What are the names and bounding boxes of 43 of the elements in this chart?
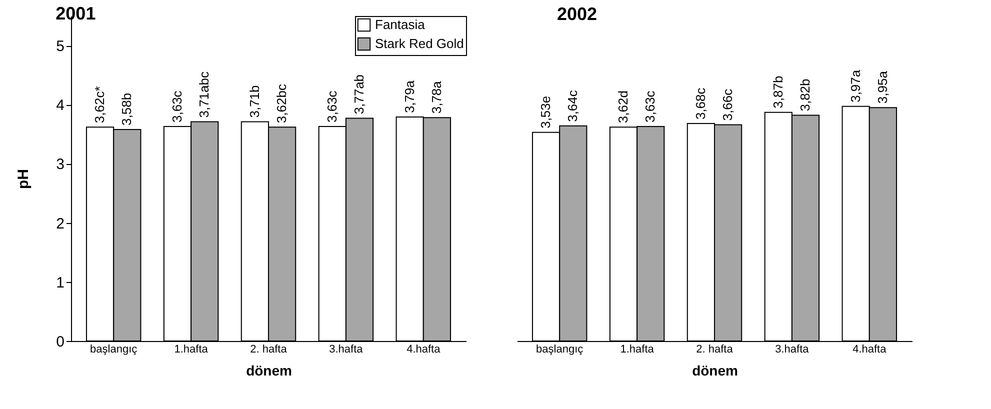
data-label: 3,63c: [324, 90, 340, 122]
data-label: 3,82b: [798, 78, 813, 112]
chart-title: 2001: [56, 4, 96, 24]
x-tick-label: başlangıç: [536, 344, 584, 356]
data-label: 3,79a: [402, 80, 417, 114]
data-label: 3,63c: [642, 90, 658, 122]
y-tick-label: 4: [56, 97, 64, 114]
x-tick-label: 1.hafta: [174, 344, 209, 356]
data-label: 3,66c: [720, 88, 736, 121]
data-label: 3,78a: [428, 80, 444, 114]
data-label: 3,62d: [615, 90, 630, 124]
x-axis-title: dönem: [692, 362, 738, 378]
x-tick-label: 4.hafta: [406, 344, 442, 356]
legend-label: Fantasia: [375, 17, 426, 32]
x-tick-label: başlangıç: [90, 344, 138, 356]
x-tick-label: 2. hafta: [250, 344, 288, 356]
x-tick-label: 4.hafta: [852, 344, 888, 356]
chart-title: 2002: [557, 4, 598, 24]
data-label: 3,77ab: [352, 74, 367, 114]
data-label: 3,71abc: [196, 71, 212, 118]
x-tick-label: 1.hafta: [620, 344, 655, 356]
data-label: 3,71b: [246, 85, 262, 118]
data-label: 3,97a: [848, 69, 863, 102]
data-label: 3,64c: [565, 90, 580, 122]
data-label: 3,87b: [770, 76, 786, 108]
x-tick-label: 3.hafta: [329, 344, 364, 356]
y-axis-title: pH: [15, 169, 32, 189]
y-tick-label: 0: [56, 334, 64, 350]
data-label: 3,62c*: [92, 86, 108, 124]
data-label: 3,95a: [874, 70, 890, 104]
y-tick-label: 3: [56, 156, 64, 174]
x-axis-title: dönem: [246, 362, 292, 378]
data-label: 3,62bc: [274, 84, 290, 124]
data-label: 3,68c: [692, 87, 708, 120]
x-tick-label: 3.hafta: [775, 344, 810, 356]
y-tick-label: 5: [56, 38, 64, 56]
y-tick-label: 1: [56, 274, 64, 292]
y-tick-label: 2: [56, 215, 64, 232]
data-label: 3,53e: [538, 96, 554, 128]
data-label: 3,63c: [169, 90, 184, 122]
data-label: 3,58b: [119, 92, 134, 126]
legend-label: Stark Red Gold: [375, 36, 464, 51]
x-tick-label: 2. hafta: [696, 344, 734, 356]
